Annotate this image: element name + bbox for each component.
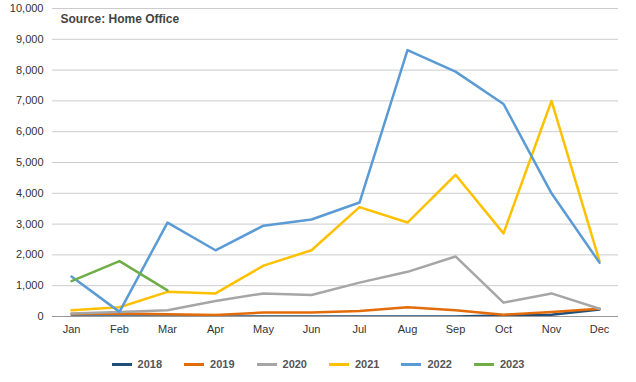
- html-text:2018: 2018: [137, 358, 162, 370]
- svg-text:3,000: 3,000: [16, 218, 44, 230]
- svg-text:Oct: Oct: [495, 323, 512, 335]
- svg-text:May: May: [253, 323, 274, 335]
- html-text:2020: 2020: [282, 358, 307, 370]
- svg-text:Source: Home Office: Source: Home Office: [61, 12, 180, 26]
- svg-text:7,000: 7,000: [16, 94, 44, 106]
- svg-text:Feb: Feb: [110, 323, 129, 335]
- svg-text:4,000: 4,000: [16, 187, 44, 199]
- svg-text:5,000: 5,000: [16, 156, 44, 168]
- svg-text:Dec: Dec: [590, 323, 610, 335]
- svg-text:Sep: Sep: [446, 323, 466, 335]
- svg-text:Jan: Jan: [63, 323, 81, 335]
- svg-text:Jun: Jun: [303, 323, 321, 335]
- svg-text:Jul: Jul: [352, 323, 366, 335]
- svg-text:9,000: 9,000: [16, 33, 44, 45]
- svg-text:2,000: 2,000: [16, 248, 44, 260]
- svg-text:Apr: Apr: [207, 323, 224, 335]
- svg-text:8,000: 8,000: [16, 64, 44, 76]
- svg-text:6,000: 6,000: [16, 125, 44, 137]
- svg-text:0: 0: [37, 310, 43, 322]
- svg-text:1,000: 1,000: [16, 279, 44, 291]
- svg-text:Aug: Aug: [398, 323, 418, 335]
- html-text:2023: 2023: [500, 358, 525, 370]
- svg-text:Nov: Nov: [542, 323, 562, 335]
- svg-text:10,000: 10,000: [10, 2, 44, 14]
- html-text:2022: 2022: [427, 358, 452, 370]
- html-text:2021: 2021: [355, 358, 380, 370]
- svg-text:Mar: Mar: [158, 323, 177, 335]
- html-text:2019: 2019: [210, 358, 235, 370]
